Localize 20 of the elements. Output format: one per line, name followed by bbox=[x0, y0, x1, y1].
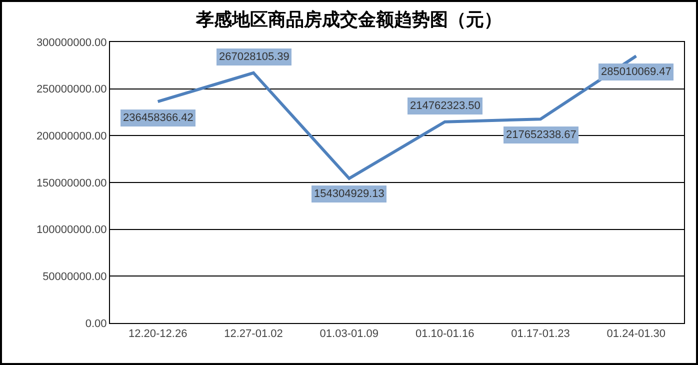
data-label: 154304929.13 bbox=[314, 188, 384, 200]
x-tick-label: 01.03-01.09 bbox=[320, 328, 379, 340]
x-tick-label: 01.24-01.30 bbox=[606, 328, 666, 340]
data-label: 217652338.67 bbox=[506, 129, 576, 141]
x-tick-label: 12.20-12.26 bbox=[128, 328, 188, 340]
y-tick-label: 250000000.00 bbox=[36, 84, 107, 96]
y-tick-label: 0.00 bbox=[85, 318, 107, 330]
y-tick-label: 150000000.00 bbox=[36, 177, 107, 190]
data-label: 236458366.42 bbox=[123, 112, 194, 124]
x-tick-label: 12.27-01.02 bbox=[224, 328, 283, 340]
y-tick-label: 100000000.00 bbox=[36, 224, 107, 236]
data-label: 267028105.39 bbox=[219, 51, 290, 63]
data-label: 285010069.47 bbox=[601, 66, 672, 78]
y-tick-label: 200000000.00 bbox=[36, 130, 107, 143]
y-tick-label: 50000000.00 bbox=[42, 271, 107, 284]
x-tick-label: 01.10-01.16 bbox=[415, 328, 474, 340]
data-label: 214762323.50 bbox=[410, 100, 480, 112]
y-tick-label: 300000000.00 bbox=[36, 36, 107, 49]
chart-title: 孝感地区商品房成交金额趋势图（元） bbox=[195, 9, 502, 30]
x-tick-label: 01.17-01.23 bbox=[511, 328, 570, 340]
